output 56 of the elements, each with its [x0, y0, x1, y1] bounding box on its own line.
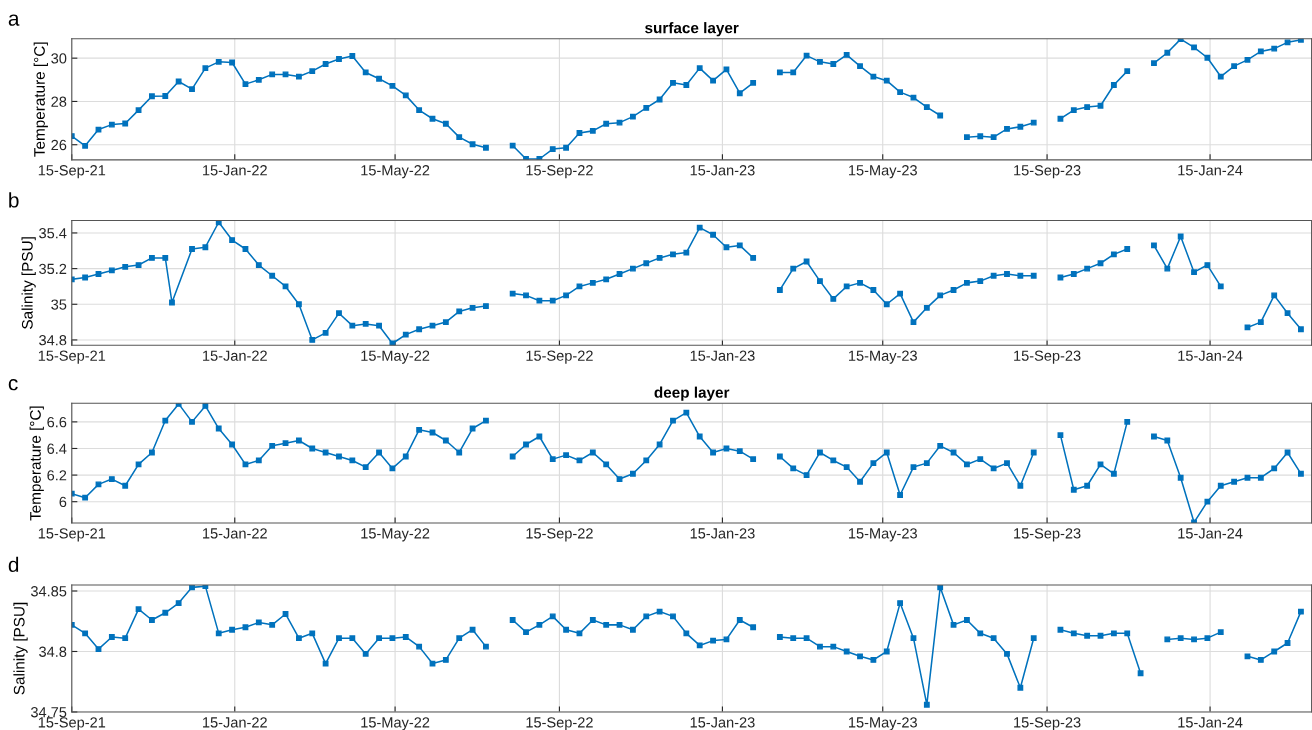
x-tick-label: 15-Jan-22: [203, 165, 267, 176]
y-axis-title: Salinity [PSU]: [13, 602, 28, 695]
x-tick-label: 15-Jan-23: [690, 165, 755, 176]
x-tick-label: 15-May-22: [361, 350, 430, 364]
text: d: [8, 556, 19, 573]
x-tick-label: 15-Jan-22: [203, 350, 267, 361]
x-tick-label: 15-Sep-22: [526, 717, 593, 730]
text: a: [8, 14, 20, 26]
x-tick-label: 15-May-23: [849, 717, 917, 730]
x-tick-label: 15-Jan-22: [203, 528, 267, 539]
y-tick-label: 35: [51, 299, 67, 310]
x-tick-label: 15-Sep-22: [526, 350, 593, 364]
x-tick-label: 15-Jan-23: [690, 528, 755, 539]
y-tick-label: 26: [51, 139, 67, 151]
x-tick-label: 15-Jan-24: [1178, 165, 1243, 176]
y-axis-title: Salinity [PSU]: [21, 237, 36, 329]
x-tick-label: 15-May-22: [361, 528, 430, 542]
y-tick-label: 6: [59, 496, 67, 508]
x-tick-label: 15-Jan-23: [690, 717, 755, 728]
y-tick-label: 34.85: [30, 586, 67, 597]
x-tick-label: 15-Sep-21: [38, 165, 106, 179]
y-tick-label: 6.4: [47, 443, 67, 454]
x-tick-label: 15-May-23: [849, 165, 917, 179]
x-tick-label: 15-Sep-23: [1014, 350, 1081, 364]
text: b: [9, 192, 19, 208]
x-tick-label: 15-Jan-24: [1178, 717, 1243, 728]
chart-title: deep layer: [654, 386, 730, 401]
x-tick-label: 15-May-22: [361, 165, 430, 179]
y-tick-label: 28: [51, 96, 67, 107]
y-tick-label: 30: [51, 53, 67, 64]
x-tick-label: 15-May-23: [849, 350, 917, 364]
x-tick-label: 15-Sep-21: [38, 717, 106, 730]
y-tick-label: 6.2: [47, 470, 67, 481]
y-tick-label: 35.4: [39, 228, 67, 239]
y-tick-label: 34.75: [30, 707, 67, 718]
x-tick-label: 15-Sep-23: [1014, 528, 1081, 542]
x-tick-label: 15-Jan-24: [1178, 528, 1243, 539]
text: c: [8, 378, 18, 391]
y-tick-label: 34.8: [39, 646, 67, 657]
x-tick-label: 15-Sep-21: [38, 350, 106, 364]
x-tick-label: 15-Sep-21: [38, 528, 106, 542]
y-tick-label: 34.8: [39, 335, 67, 346]
x-tick-label: 15-Sep-23: [1014, 717, 1081, 730]
x-tick-label: 15-May-22: [361, 717, 430, 730]
y-axis-title: Temperature [°C]: [33, 42, 48, 157]
x-tick-label: 15-Jan-24: [1178, 350, 1243, 361]
x-tick-label: 15-Jan-23: [690, 350, 755, 361]
x-tick-label: 15-Sep-23: [1014, 165, 1081, 179]
x-tick-label: 15-Jan-22: [203, 717, 267, 728]
y-tick-label: 35.2: [39, 263, 67, 275]
y-tick-label: 6.6: [47, 416, 67, 428]
x-tick-label: 15-Sep-22: [526, 165, 593, 179]
x-tick-label: 15-May-23: [849, 528, 917, 542]
chart-title: surface layer: [645, 22, 739, 37]
y-axis-title: Temperature [°C]: [29, 406, 44, 521]
x-tick-label: 15-Sep-22: [526, 528, 593, 542]
